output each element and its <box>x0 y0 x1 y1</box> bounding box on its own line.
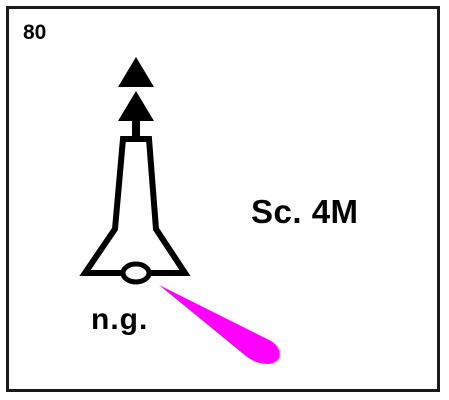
chart-symbol-card: 80 Sc. 4M n.g. <box>6 6 440 392</box>
colour-abbreviation-label: n.g. <box>91 303 149 336</box>
topmark-lower-cone-icon <box>118 91 154 121</box>
light-flare-icon <box>159 285 280 364</box>
position-circle-icon <box>120 261 152 285</box>
topmark-stem <box>132 121 140 137</box>
beacon-tower-icon <box>79 136 191 276</box>
topmark-upper-cone-icon <box>118 57 154 87</box>
beacon-symbol <box>79 57 280 364</box>
light-characteristic-label: Sc. 4M <box>251 193 359 230</box>
symbol-number: 80 <box>23 21 47 44</box>
